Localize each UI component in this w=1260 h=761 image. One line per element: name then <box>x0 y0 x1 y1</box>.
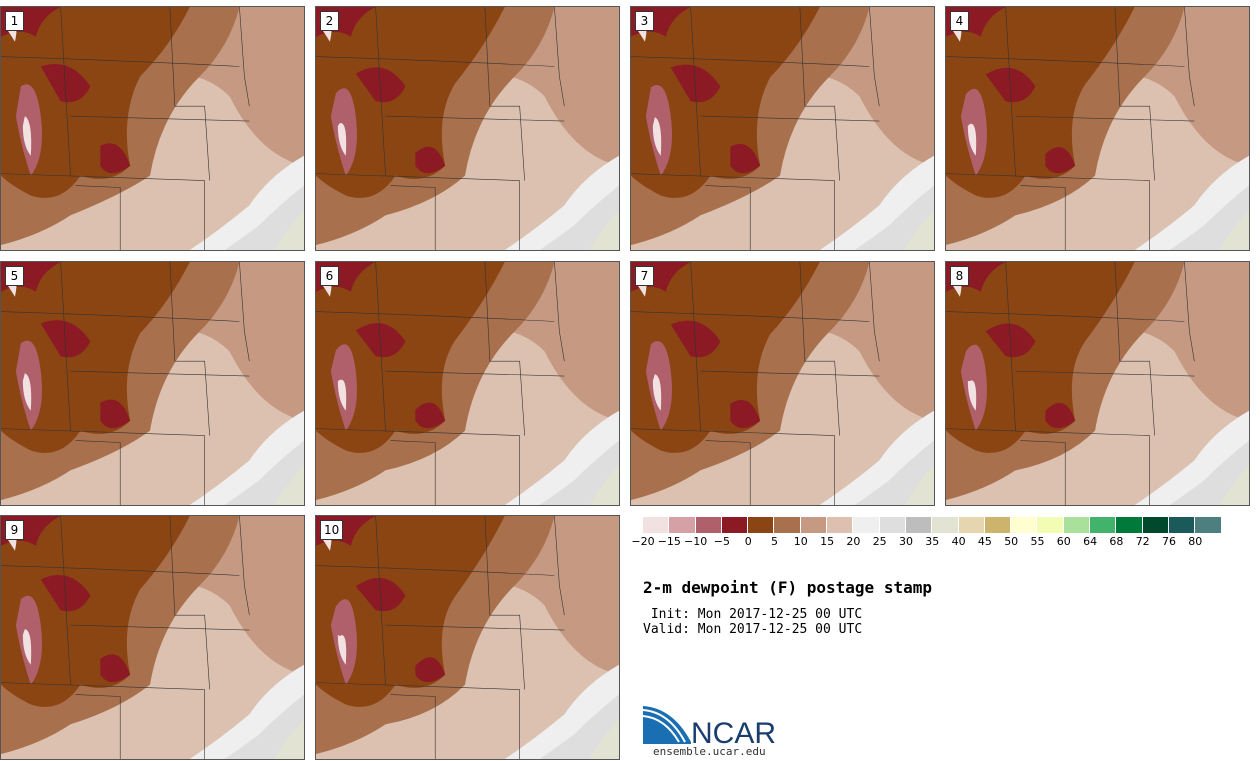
panel-label: 2 <box>320 11 339 31</box>
colorbar-swatch <box>800 517 828 533</box>
colorbar-tick-label: 55 <box>1030 535 1045 548</box>
panel-label: 9 <box>5 520 24 540</box>
dewpoint-map <box>631 262 934 505</box>
dewpoint-map <box>946 7 1249 250</box>
colorbar-swatch <box>958 517 985 533</box>
colorbar: −20 −15 −10 −5 0 5 10 15 20 25 30 35 40 45 50 55 60 64 68 7… <box>631 517 1222 549</box>
plot-title: 2-m dewpoint (F) postage stamp <box>643 578 932 597</box>
map-panel-6: 6 <box>315 261 620 506</box>
dewpoint-map <box>316 7 619 250</box>
colorbar-swatch <box>1090 517 1117 533</box>
colorbar-swatch <box>774 517 801 533</box>
colorbar-tick-label: −20 <box>631 535 655 548</box>
colorbar-tick-label: 40 <box>951 535 966 548</box>
colorbar-tick-label: 76 <box>1162 535 1176 548</box>
map-panel-8: 8 <box>945 261 1250 506</box>
map-panel-3: 3 <box>630 6 935 251</box>
colorbar-tick-label: 5 <box>771 535 778 548</box>
logo-url: ensemble.ucar.edu <box>653 745 766 758</box>
map-panel-1: 1 <box>0 6 305 251</box>
dewpoint-map <box>946 262 1249 505</box>
colorbar-swatch <box>1037 517 1064 533</box>
colorbar-tick-label: −15 <box>657 535 681 548</box>
panel-label: 3 <box>635 11 654 31</box>
colorbar-tick-label: −10 <box>683 535 708 548</box>
colorbar-tick-label: 10 <box>793 535 808 548</box>
colorbar-tick-label: 80 <box>1188 535 1203 548</box>
colorbar-swatch <box>1011 517 1038 533</box>
dewpoint-map <box>316 262 619 505</box>
colorbar-swatch <box>669 517 696 533</box>
panel-label: 10 <box>320 520 344 540</box>
colorbar-tick-label: −5 <box>713 535 730 548</box>
logo-text: NCAR <box>691 717 776 750</box>
colorbar-swatch <box>853 517 880 533</box>
colorbar-swatch <box>695 517 722 533</box>
dewpoint-map <box>1 516 304 759</box>
map-panel-4: 4 <box>945 6 1250 251</box>
map-panel-5: 5 <box>0 261 305 506</box>
colorbar-tick-label: 25 <box>872 535 887 548</box>
colorbar-tick-label: 50 <box>1004 535 1019 548</box>
colorbar-tick-label: 20 <box>846 535 861 548</box>
dewpoint-map <box>1 262 304 505</box>
colorbar-swatch <box>827 517 854 533</box>
map-panel-2: 2 <box>315 6 620 251</box>
colorbar-swatches <box>643 517 1222 533</box>
colorbar-swatch <box>984 517 1012 533</box>
colorbar-tick-label: 72 <box>1135 535 1150 548</box>
panel-label: 6 <box>320 266 339 286</box>
colorbar-tick-label: 15 <box>820 535 835 548</box>
dewpoint-map <box>1 7 304 250</box>
colorbar-tick-label: 45 <box>977 535 992 548</box>
init-time: Init: Mon 2017-12-25 00 UTC <box>643 607 863 622</box>
colorbar-swatch <box>748 517 775 533</box>
colorbar-swatch <box>905 517 933 533</box>
colorbar-swatch <box>879 517 906 533</box>
dewpoint-map <box>316 516 619 759</box>
colorbar-swatch <box>1063 517 1091 533</box>
map-panel-7: 7 <box>630 261 935 506</box>
panel-label: 7 <box>635 266 654 286</box>
map-panel-10: 10 <box>315 515 620 760</box>
colorbar-swatch <box>721 517 749 533</box>
colorbar-tick-label: 0 <box>744 535 752 548</box>
valid-time: Valid: Mon 2017-12-25 00 UTC <box>643 622 863 637</box>
colorbar-tick-label: 35 <box>925 535 940 548</box>
colorbar-tick-label: 60 <box>1056 535 1071 548</box>
colorbar-tick-label: 68 <box>1109 535 1124 548</box>
colorbar-tick-label: 64 <box>1083 535 1098 548</box>
colorbar-swatch <box>1142 517 1169 533</box>
map-panel-9: 9 <box>0 515 305 760</box>
colorbar-swatch <box>1195 517 1222 533</box>
colorbar-tick-label: 30 <box>899 535 913 548</box>
panel-label: 5 <box>5 266 24 286</box>
colorbar-swatch <box>643 517 670 533</box>
dewpoint-map <box>631 7 934 250</box>
panel-label: 4 <box>950 11 969 31</box>
colorbar-ticks: −20 −15 −10 −5 0 5 10 15 20 25 30 35 40 45 50 55 60 64 68 7… <box>631 533 1222 549</box>
ncar-logo: NCAR <box>643 706 776 750</box>
colorbar-swatch <box>1168 517 1196 533</box>
panel-label: 1 <box>5 11 24 31</box>
panel-label: 8 <box>950 266 969 286</box>
colorbar-swatch <box>932 517 959 533</box>
colorbar-swatch <box>1116 517 1143 533</box>
